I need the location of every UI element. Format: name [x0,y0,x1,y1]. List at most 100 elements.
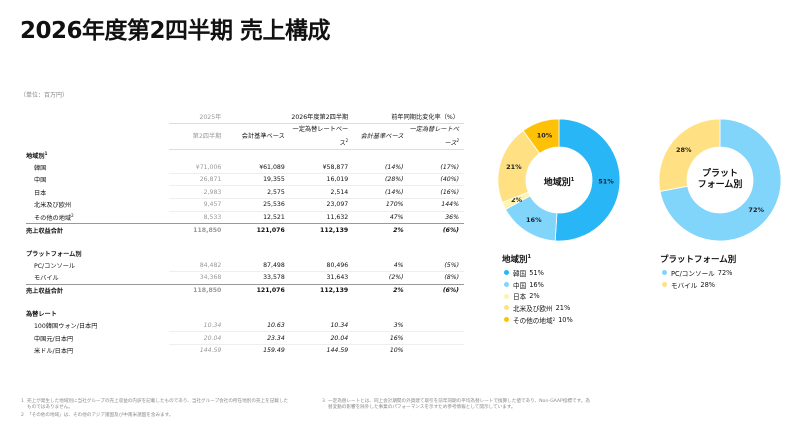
cell-yoy-acc: 3% [393,322,404,330]
total-yoy-acc: 2% [353,283,409,297]
cell-yoy-acc: (2%) [353,271,409,285]
cell-fx: ¥58,877 [322,163,349,171]
table-row: 北米及び欧州 9,457 25,536 23,097 170% 144% [26,198,464,212]
cell-yoy-fx: 36% [408,210,464,224]
cell-fx: 20.04 [289,331,354,345]
header-prev-quarter-text: 第2四半期 [192,132,222,140]
table-row: モバイル 34,368 33,578 31,643 (2%) (8%) [26,271,464,285]
header-constant-fx: 一定為替レートベース2 [289,123,354,150]
legend-swatch [662,270,667,276]
legend-item: 韓国 51% [504,267,573,279]
header-accounting: 会計基準ベース [226,123,290,150]
platform-legend: PC/コンソール 72% モバイル 28% [662,267,732,290]
region-slice-label: 2% [511,196,523,204]
footnote-1: 1 売上が発生した地域別に当社グループの売上収益の内訳を記載したものであり、当社グ… [21,399,289,410]
cell-prev: 10.34 [203,322,222,330]
header-yoy-accounting: 会計基準ベース [353,123,409,150]
cell-prev: 8,533 [168,210,227,224]
cell-yoy-acc: (14%) [353,185,409,199]
row-label: 米ドル/日本円 [26,344,169,356]
region-slice-label: 21% [506,163,522,171]
platform-donut-center-label: プラット フォーム別 [697,169,743,190]
row-label: その他の地域2 [26,211,169,224]
cell-prev: 26,871 [168,172,227,186]
cell-acc: 23.34 [226,331,290,345]
cell-yoy-acc: 16% [353,331,409,345]
cell-acc: 10.63 [267,322,285,330]
cell-prev: ¥71,006 [195,163,222,171]
table-row: その他の地域2 8,533 12,521 11,632 47% 36% [26,210,464,224]
header-constant-fx-text: 一定為替レートベース [292,125,349,147]
region-center [527,148,591,212]
legend-value: 2% [529,292,540,301]
section-title-row: 為替レート [26,308,464,320]
section-title-sup: 1 [44,150,48,156]
cell-acc: 159.49 [226,343,290,357]
row-label-text: 中国元/日本円 [34,335,74,343]
total-acc: 121,076 [226,283,290,297]
legend-label: PC/コンソール [671,269,715,278]
cell-prev: 34,368 [168,271,227,285]
total-acc: 121,076 [226,223,290,236]
header-yoy-constant-fx-text: 一定為替レートベース [409,125,460,147]
cell-yoy-fx: (16%) [408,185,464,199]
row-label: 100韓国ウォン/日本円 [26,320,169,332]
header-yoy-constant-fx-sup: 2 [456,137,459,143]
row-label-text: 100韓国ウォン/日本円 [34,323,98,331]
row-label: 北米及び欧州 [26,199,169,212]
row-label-text: 北米及び欧州 [34,202,72,210]
footnote-2: 2 「その他の地域」は、その他のアジア諸国及び中南米諸国を含みます。 [21,413,174,418]
unit-note: （単位：百万円） [20,92,69,99]
total-yoy-fx: (6%) [408,223,464,236]
cell-prev: 9,457 [168,198,227,212]
legend-swatch [504,270,509,276]
total-label: 売上収益合計 [26,223,169,236]
region-slice-label: 51% [598,178,614,186]
header-prev-quarter: 第2四半期 [168,123,227,150]
cell-yoy-acc: (14%) [384,163,404,171]
cell-yoy-acc: 47% [353,210,409,224]
table-row: 日本 2,983 2,575 2,514 (14%) (16%) [26,185,464,199]
row-label: モバイル [26,272,169,285]
header-yoy-constant-fx: 一定為替レートベース2 [408,123,464,150]
legend-value: 28% [700,280,716,289]
cell-yoy-fx: 144% [408,198,464,212]
row-label: 中国 [26,173,169,186]
header-current-quarter: 2026年度第2四半期 [226,111,354,124]
region-slice [522,118,560,154]
section-title-text: 地域別 [26,152,45,160]
cell-fx: 10.34 [330,322,349,330]
cell-acc: 87,498 [263,261,285,269]
cell-yoy-fx: (5%) [444,261,459,269]
section-title: プラットフォーム別 [26,248,169,260]
table-row: 中国 26,871 19,355 16,019 (28%) (40%) [26,172,464,186]
table-row: 100韓国ウォン/日本円 10.34 10.63 10.34 3% [26,320,464,332]
legend-label: モバイル [671,281,698,290]
cell-yoy-fx: (8%) [408,271,464,285]
platform-slice-label: 72% [748,206,764,214]
cell-yoy-acc: 10% [353,343,409,357]
header-yoy: 前年同期比変化率（%） [353,111,464,124]
legend-value: 72% [717,268,733,277]
legend-item: PC/コンソール 72% [662,267,732,279]
legend-label: 中国 [513,281,527,290]
legend-item: 中国 16% [504,279,573,291]
row-label-text: 中国 [34,177,47,185]
total-row: 売上収益合計 118,850 121,076 112,139 2% (6%) [26,223,464,236]
region-slice [554,118,621,242]
table-row: 韓国 ¥71,006 ¥61,089 ¥58,877 (14%) (17%) [26,161,464,173]
legend-item: モバイル 28% [662,279,732,291]
cell-yoy-fx [408,343,464,357]
legend-label: 韓国 [513,269,527,278]
platform-center [688,148,752,212]
row-label-text: 米ドル/日本円 [34,348,74,356]
legend-value: 51% [529,268,544,277]
footnote-3: 3 一定為替レートとは、同上会計期間の外貨建て取引を前年同期の平均為替レートで換算… [322,399,590,410]
row-label-text: PC/コンソール [34,262,76,270]
platform-donut-chart: 72% 28% [658,118,782,242]
region-slice-label: 10% [537,132,553,140]
total-prev: 118,850 [168,223,227,236]
region-slice-label: 16% [526,216,542,224]
total-fx: 112,139 [289,283,354,297]
table-row: PC/コンソール 84,482 87,498 80,496 4% (5%) [26,259,464,271]
